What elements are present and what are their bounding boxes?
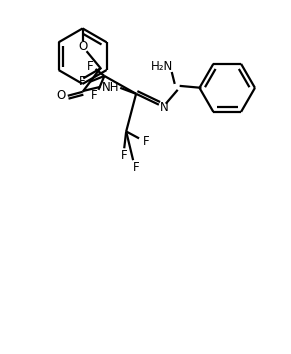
Text: H₂N: H₂N [151, 59, 173, 73]
Text: F: F [79, 75, 86, 88]
Text: F: F [143, 135, 149, 148]
Text: N: N [159, 101, 168, 114]
Text: NH: NH [102, 81, 119, 95]
Text: F: F [87, 59, 94, 73]
Text: F: F [133, 161, 139, 173]
Text: F: F [121, 149, 127, 162]
Text: O: O [78, 40, 87, 53]
Text: F: F [91, 89, 98, 102]
Text: O: O [56, 89, 65, 102]
